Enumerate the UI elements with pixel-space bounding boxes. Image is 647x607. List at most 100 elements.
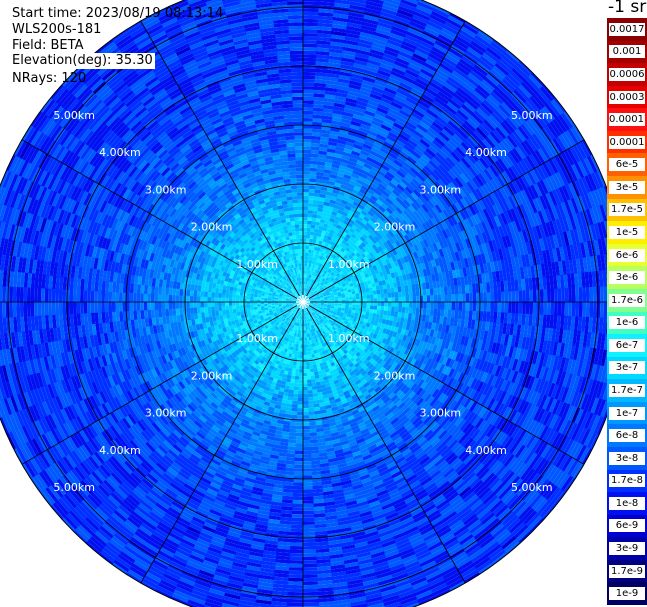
data-cell [172, 288, 177, 296]
data-cell [343, 254, 349, 260]
data-cell [359, 305, 364, 309]
data-cell [204, 291, 208, 297]
data-cell [306, 277, 309, 282]
data-cell [343, 339, 348, 345]
data-cell [285, 304, 290, 307]
data-cell [304, 287, 306, 292]
data-cell [365, 322, 371, 328]
data-cell [289, 310, 293, 314]
data-cell [298, 304, 301, 308]
data-cell [228, 294, 233, 299]
data-cell [426, 308, 431, 316]
data-cell [306, 333, 309, 338]
data-cell [330, 306, 335, 309]
data-cell [306, 281, 309, 285]
data-cell [290, 276, 293, 280]
data-cell [317, 232, 322, 238]
data-cell [232, 301, 236, 306]
data-cell [306, 300, 310, 302]
data-cell [309, 278, 312, 283]
data-cell [296, 302, 300, 304]
data-cell [267, 347, 273, 353]
data-cell [329, 292, 334, 295]
data-cell [286, 306, 290, 309]
data-cell [257, 266, 262, 271]
data-cell [292, 302, 296, 304]
data-cell [308, 267, 311, 271]
data-cell [196, 307, 201, 314]
data-cell [319, 293, 323, 296]
data-cell [347, 311, 352, 315]
data-cell [310, 371, 315, 376]
data-cell [337, 331, 342, 336]
data-cell [301, 295, 303, 299]
data-cell [336, 258, 341, 263]
data-cell [288, 268, 292, 273]
data-cell [402, 302, 406, 308]
data-cell [291, 407, 298, 412]
data-cell [280, 273, 285, 278]
data-cell [331, 305, 335, 307]
data-cell [233, 315, 238, 321]
data-cell [310, 309, 314, 312]
data-cell [387, 297, 392, 303]
data-cell [310, 282, 313, 287]
data-cell [317, 333, 321, 338]
data-cell [236, 291, 241, 296]
data-cell [284, 251, 288, 256]
data-cell [296, 311, 299, 315]
data-cell [322, 249, 327, 254]
data-cell [300, 245, 304, 249]
data-cell [274, 274, 278, 279]
data-cell [299, 355, 303, 359]
data-cell [287, 334, 291, 339]
data-cell [310, 328, 313, 333]
data-cell [287, 371, 292, 376]
data-cell [297, 277, 300, 282]
data-cell [325, 360, 331, 365]
data-cell [275, 239, 281, 244]
data-cell [296, 171, 304, 175]
data-cell [261, 333, 267, 338]
data-cell [268, 318, 273, 322]
data-cell [267, 328, 272, 333]
data-cell [322, 269, 326, 274]
data-cell [306, 284, 309, 289]
data-cell [297, 304, 301, 307]
data-cell [196, 296, 201, 302]
data-cell [313, 302, 318, 304]
data-cell [246, 304, 251, 308]
data-cell [339, 314, 344, 318]
data-cell [313, 342, 318, 347]
data-cell [380, 297, 385, 303]
data-cell [296, 174, 304, 179]
data-cell [215, 288, 220, 294]
data-cell [264, 325, 269, 329]
data-cell [339, 279, 344, 283]
data-cell [277, 242, 282, 247]
data-cell [280, 358, 285, 363]
data-cell [303, 270, 305, 274]
data-cell [367, 327, 373, 333]
data-cell [347, 322, 352, 327]
data-cell [325, 323, 330, 328]
data-cell [273, 339, 278, 344]
data-cell [278, 238, 284, 243]
data-cell [299, 330, 302, 334]
data-cell [362, 292, 367, 296]
data-cell [335, 278, 340, 283]
data-cell [310, 350, 314, 355]
data-cell [310, 231, 315, 236]
data-cell [302, 436, 311, 441]
data-cell [327, 343, 332, 348]
data-cell [408, 307, 413, 314]
data-cell [305, 292, 308, 296]
data-cell [316, 236, 321, 241]
data-cell [357, 323, 363, 328]
data-cell [321, 326, 326, 331]
data-cell [230, 282, 235, 288]
data-cell [283, 332, 287, 337]
data-cell [301, 291, 303, 295]
data-cell [319, 267, 323, 272]
data-cell [280, 289, 285, 293]
